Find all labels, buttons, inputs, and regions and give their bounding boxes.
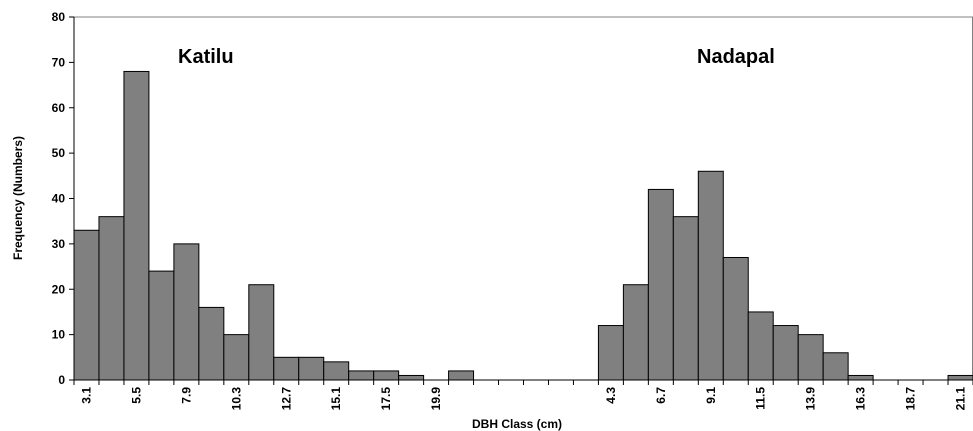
x-tick-label: 10.3 [229,387,243,411]
bar [223,334,250,381]
katilu-label: Katilu [178,46,234,68]
bar [597,325,624,381]
bar [123,70,150,381]
bar [747,311,774,381]
x-tick-label: 11.5 [754,387,768,410]
y-tick-label: 80 [52,10,66,24]
x-tick-label: 18.7 [904,387,918,411]
bar [772,325,799,381]
bar [248,284,275,381]
bar [622,284,649,381]
x-tick-label: 9.1 [704,387,718,404]
x-tick-label: 13.9 [804,387,818,411]
x-tick-label: 6.7 [654,387,668,404]
bar [373,370,400,381]
y-tick-label: 10 [52,328,66,342]
x-tick-label: 4.3 [604,387,618,404]
y-axis: 0 10 20 30 40 50 60 70 80 [52,10,75,387]
y-tick-label: 20 [52,282,66,296]
nadapal-label: Nadapal [697,46,775,68]
x-tick-label: 7.9 [179,387,193,404]
bar [797,334,824,381]
y-tick-label: 40 [52,192,66,206]
x-tick-label: 19.9 [429,387,443,411]
bar [722,256,749,381]
bar [822,352,849,381]
bar [273,356,300,381]
bar [348,370,375,381]
bar [647,188,674,381]
bar [672,216,699,381]
x-tick-label: 5.5 [129,387,143,404]
x-tick-label: 3.1 [79,387,93,404]
x-tick-label: 15.1 [329,387,343,411]
y-tick-label: 50 [52,146,66,160]
bar [73,229,100,381]
bar [198,306,225,381]
x-tick-label: 16.3 [854,387,868,411]
bar [148,270,175,381]
y-axis-title: Frequency (Numbers) [11,136,25,260]
y-tick-label: 70 [52,55,66,69]
y-tick-label: 30 [52,237,66,251]
y-tick-label: 0 [58,373,65,387]
bar [847,374,874,381]
bar [697,170,724,381]
bar [298,356,325,381]
x-axis: 3.1 5.5 7.9 10.3 12.7 15.1 17.5 19.9 4.3 6.7 9.1 11… [73,379,973,411]
bar [448,370,475,381]
bar [947,374,973,381]
x-tick-label: 12.7 [279,387,293,411]
y-tick-label: 60 [52,101,66,115]
bar [398,374,425,381]
x-axis-title: DBH Class (cm) [472,417,562,431]
x-tick-label: 17.5 [379,387,393,411]
bar [173,243,200,381]
bar [98,216,125,381]
x-tick-label: 21.1 [954,387,968,411]
bars-group [73,70,973,381]
bar [323,361,350,381]
